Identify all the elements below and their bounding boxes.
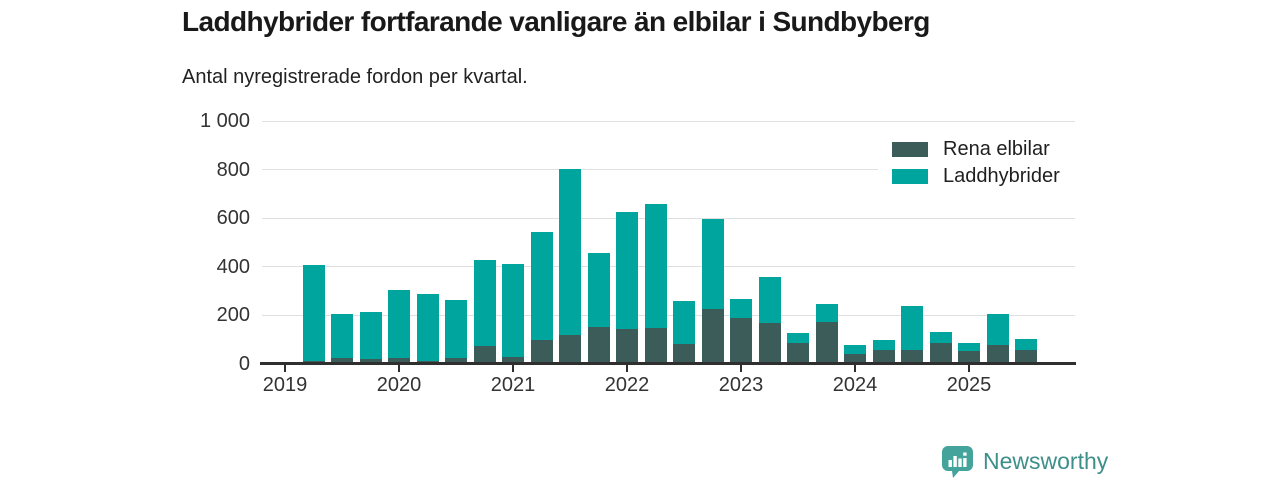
legend: Rena elbilar Laddhybrider [878, 132, 1076, 196]
bar-segment-elbilar [530, 340, 553, 362]
bar-segment-laddhybrider [901, 306, 923, 350]
bar-segment-elbilar [844, 353, 866, 362]
bar-segment-elbilar [331, 357, 353, 362]
bar-segment-laddhybrider [530, 232, 553, 341]
bar-segment-elbilar [359, 359, 382, 362]
gridline-800 [262, 169, 1075, 170]
y-axis-label: 1 000 [199, 110, 250, 132]
newsworthy-logo[interactable]: Newsworthy [940, 444, 1108, 479]
x-axis-label: 2020 [376, 374, 422, 396]
gridline-1000 [262, 120, 1075, 122]
bar-segment-laddhybrider [787, 332, 809, 343]
bar-segment-elbilar [1015, 349, 1037, 362]
x-axis-label: 2022 [604, 374, 650, 396]
y-axis-label: 200 [216, 304, 250, 326]
legend-label: Rena elbilar [943, 138, 1050, 160]
bar-segment-laddhybrider [559, 169, 581, 336]
bar-segment-elbilar [958, 351, 980, 362]
x-axis-tick-2019 [284, 364, 286, 372]
bar-segment-laddhybrider [644, 204, 667, 329]
y-axis-label: 400 [216, 255, 250, 278]
y-axis-label: 800 [216, 158, 250, 181]
bar-segment-elbilar [445, 357, 467, 362]
bar-segment-laddhybrider [701, 218, 724, 309]
bar-segment-elbilar [986, 345, 1009, 362]
bar-segment-laddhybrider [758, 277, 781, 324]
bar-segment-elbilar [815, 321, 838, 362]
bar-segment-laddhybrider [302, 265, 325, 361]
page-subtitle: Antal nyregistrerade fordon per kvartal. [182, 66, 528, 88]
x-axis-tick-2024 [854, 364, 856, 372]
x-axis-label: 2025 [946, 374, 992, 396]
bar-segment-laddhybrider [473, 260, 496, 347]
bar-segment-elbilar [559, 335, 581, 362]
bar-segment-laddhybrider [445, 300, 467, 358]
bar-segment-laddhybrider [587, 252, 610, 327]
bar-segment-elbilar [587, 326, 610, 362]
gridline-600 [262, 217, 1075, 219]
x-axis-line [260, 362, 1076, 365]
bar-segment-laddhybrider [673, 301, 695, 344]
bar-segment-laddhybrider [416, 294, 439, 361]
x-axis-label: 2021 [490, 374, 536, 396]
bar-segment-elbilar [502, 357, 524, 362]
legend-item-laddhybrider: Laddhybrider [892, 163, 1060, 190]
x-axis-tick-2025 [968, 364, 970, 372]
bar-segment-elbilar [416, 360, 439, 362]
bar-segment-laddhybrider [502, 263, 524, 358]
legend-swatch-rena-elbilar [892, 142, 928, 157]
bar-segment-elbilar [302, 360, 325, 362]
x-axis-label: 2019 [262, 374, 308, 396]
legend-swatch-laddhybrider [892, 169, 928, 184]
bar-segment-elbilar [730, 318, 752, 362]
bar-segment-elbilar [388, 358, 410, 362]
legend-label: Laddhybrider [943, 165, 1060, 187]
bar-segment-laddhybrider [929, 331, 952, 343]
x-axis-label: 2023 [718, 374, 764, 396]
bar-segment-elbilar [758, 323, 781, 362]
y-axis-label: 600 [216, 207, 250, 229]
bar-segment-elbilar [787, 342, 809, 362]
gridline-400 [262, 266, 1075, 267]
bar-segment-elbilar [901, 349, 923, 362]
bar-segment-elbilar [473, 346, 496, 362]
bar-segment-laddhybrider [331, 313, 353, 358]
bar-segment-laddhybrider [388, 289, 410, 359]
bar-segment-elbilar [701, 308, 724, 362]
gridline-200 [262, 314, 1075, 316]
x-axis-tick-2022 [626, 364, 628, 372]
bar-segment-elbilar [929, 342, 952, 362]
x-axis-tick-2023 [740, 364, 742, 372]
x-axis-tick-2021 [512, 364, 514, 372]
speech-bubble-shape [942, 446, 973, 478]
bar-segment-laddhybrider [958, 342, 980, 352]
x-axis-label: 2024 [832, 374, 878, 396]
bar-segment-laddhybrider [844, 345, 866, 354]
bar-segment-elbilar [644, 328, 667, 362]
bar-segment-elbilar [872, 349, 895, 362]
bar-segment-elbilar [673, 343, 695, 362]
y-axis-label: 0 [238, 352, 250, 375]
x-axis-tick-2020 [398, 364, 400, 372]
bar-segment-laddhybrider [616, 211, 638, 330]
page-title: Laddhybrider fortfarande vanligare än el… [182, 6, 930, 37]
brand-name: Newsworthy [983, 448, 1109, 474]
bar-segment-elbilar [616, 329, 638, 362]
bar-segment-laddhybrider [815, 303, 838, 322]
bar-segment-laddhybrider [730, 298, 752, 319]
bar-segment-laddhybrider [872, 340, 895, 350]
bar-segment-laddhybrider [986, 313, 1009, 346]
legend-item-rena-elbilar: Rena elbilar [892, 136, 1060, 163]
bar-segment-laddhybrider [1015, 338, 1037, 350]
newsworthy-icon [940, 444, 975, 479]
bar-segment-laddhybrider [359, 312, 382, 360]
